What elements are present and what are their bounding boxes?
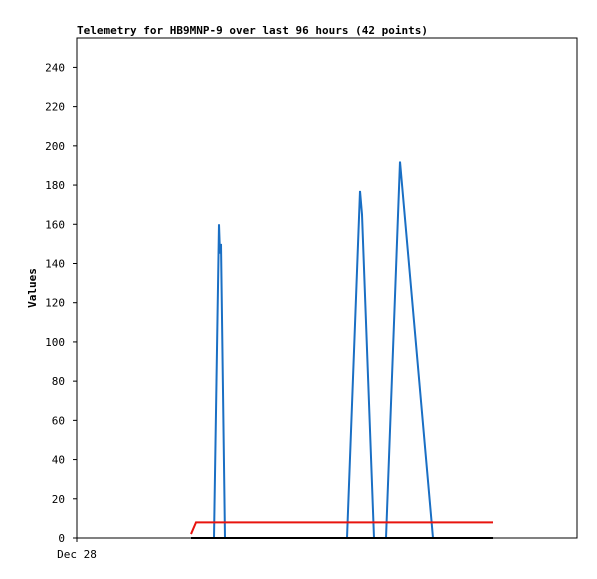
x-tick-label: Dec 28 bbox=[57, 548, 97, 561]
plot-frame bbox=[76, 37, 578, 539]
y-tick-label: 20 bbox=[52, 493, 65, 506]
series-line bbox=[191, 161, 493, 539]
series-line bbox=[190, 521, 493, 535]
y-tick-label: 200 bbox=[45, 140, 65, 153]
y-tick-label: 0 bbox=[58, 532, 65, 545]
y-tick-label: 80 bbox=[52, 375, 65, 388]
y-tick-label: 140 bbox=[45, 257, 65, 270]
y-axis-label: Values bbox=[26, 268, 39, 308]
y-tick-label: 40 bbox=[52, 454, 65, 467]
y-tick-label: 60 bbox=[52, 414, 65, 427]
y-tick-label: 220 bbox=[45, 101, 65, 114]
y-tick-label: 160 bbox=[45, 218, 65, 231]
y-tick-label: 240 bbox=[45, 61, 65, 74]
y-tick-label: 180 bbox=[45, 179, 65, 192]
y-tick-label: 100 bbox=[45, 336, 65, 349]
chart-title: Telemetry for HB9MNP-9 over last 96 hour… bbox=[77, 24, 428, 37]
y-tick-label: 120 bbox=[45, 297, 65, 310]
